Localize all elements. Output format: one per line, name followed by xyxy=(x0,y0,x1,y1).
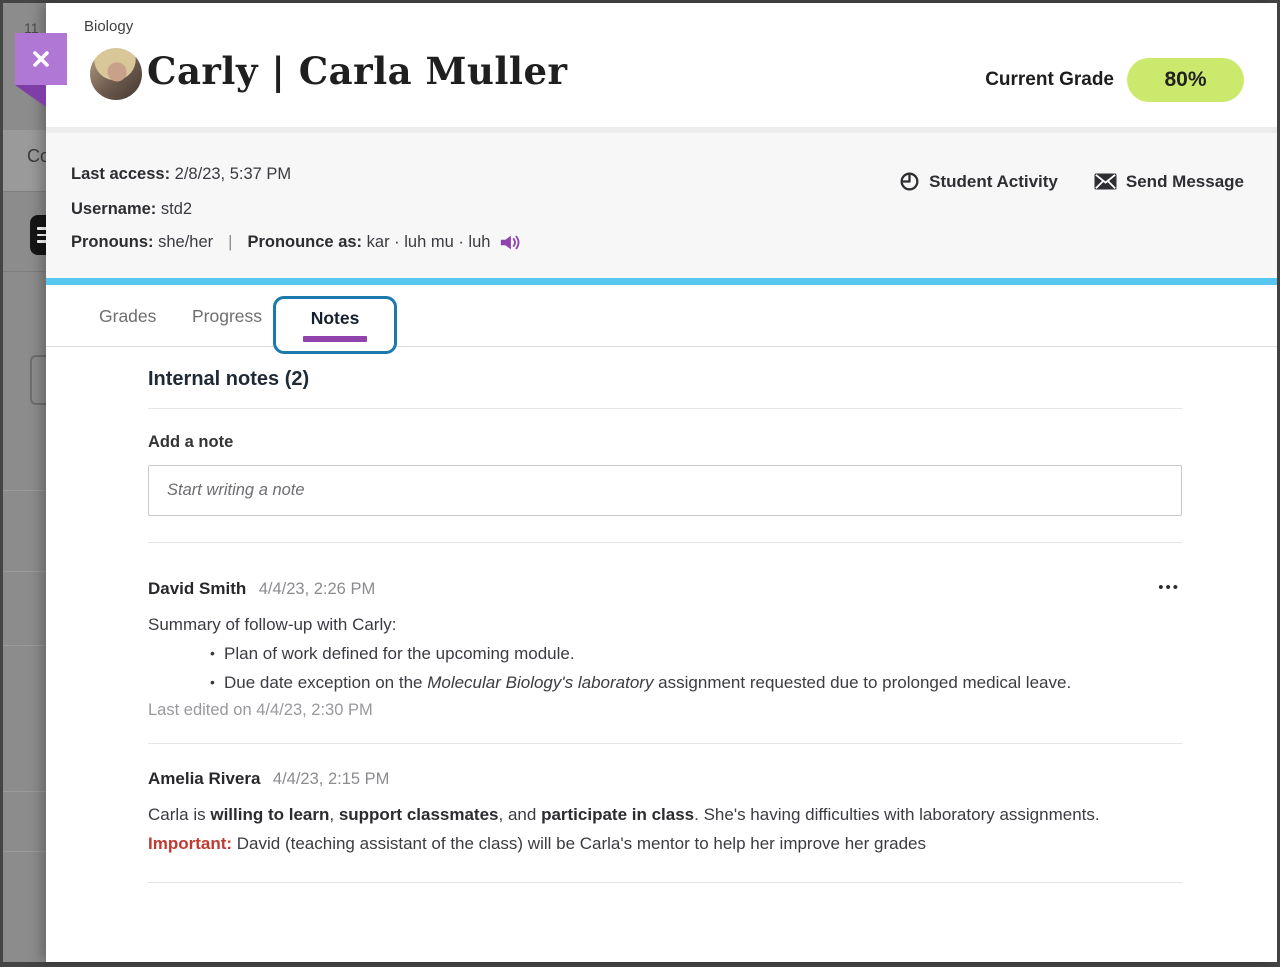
backdrop-row-line xyxy=(3,791,46,792)
backdrop-row-line xyxy=(3,490,46,491)
username-row: Username: std2 xyxy=(71,199,192,219)
add-note-label: Add a note xyxy=(148,433,234,451)
pronouns-separator: | xyxy=(228,233,233,251)
pronouns-label: Pronouns: xyxy=(71,233,154,251)
last-access-value: 2/8/23, 5:37 PM xyxy=(174,165,292,183)
divider xyxy=(148,882,1182,883)
tab-notes-label: Notes xyxy=(310,308,360,328)
tabs-bar: Grades Progress Notes xyxy=(46,285,1277,354)
username-value: std2 xyxy=(160,200,193,218)
send-message-button[interactable]: Send Message xyxy=(1094,171,1244,192)
note-body: Carla is willing to learn, support class… xyxy=(148,800,1182,858)
dimmed-underlying-page: 11 Co xyxy=(3,3,46,962)
divider xyxy=(148,743,1182,744)
student-activity-button[interactable]: Student Activity xyxy=(899,171,1058,192)
note-timestamp: 4/4/23, 2:15 PM xyxy=(272,770,390,788)
pronounce-label: Pronounce as: xyxy=(247,233,363,251)
note-paragraph: Important: David (teaching assistant of … xyxy=(148,834,927,853)
close-button[interactable] xyxy=(15,33,67,85)
course-name: Biology xyxy=(84,18,134,35)
backdrop-row-line xyxy=(3,851,46,852)
note-options-icon[interactable]: ••• xyxy=(1158,579,1180,596)
notes-panel: Internal notes (2) Add a note David Smit… xyxy=(46,347,1277,962)
panel-header: Biology Carly | Carla Muller Current Gra… xyxy=(46,3,1277,127)
student-avatar xyxy=(90,48,142,100)
pronouns-row: Pronouns: she/her | Pronounce as: kar · … xyxy=(71,232,521,252)
divider xyxy=(148,542,1182,543)
note-intro: Summary of follow-up with Carly: xyxy=(148,615,397,634)
note-paragraph: Carla is willing to learn, support class… xyxy=(148,805,1100,824)
envelope-icon xyxy=(1094,173,1117,190)
notes-section-title: Internal notes (2) xyxy=(148,368,310,390)
divider xyxy=(148,408,1182,409)
pronouns-value: she/her xyxy=(158,233,214,251)
send-message-label: Send Message xyxy=(1125,171,1244,191)
list-menu-icon xyxy=(30,215,46,255)
info-actions: Student Activity Send Message xyxy=(899,171,1244,192)
backdrop-row-line xyxy=(3,645,46,646)
active-tab-underline xyxy=(303,336,367,342)
note-item: Amelia Rivera 4/4/23, 2:15 PM Carla is w… xyxy=(148,769,1182,858)
backdrop-row-line xyxy=(3,571,46,572)
note-body: Summary of follow-up with Carly: Plan of… xyxy=(148,610,1182,697)
student-name-title: Carly | Carla Muller xyxy=(147,49,568,93)
italic-course-name: Molecular Biology's laboratory xyxy=(427,673,654,692)
student-info-section: Last access: 2/8/23, 5:37 PM Username: s… xyxy=(46,133,1277,278)
current-grade-label: Current Grade xyxy=(985,69,1114,90)
tab-progress[interactable]: Progress xyxy=(192,306,263,326)
important-label: Important: xyxy=(148,834,233,853)
student-overview-panel: Biology Carly | Carla Muller Current Gra… xyxy=(46,3,1277,962)
backdrop-partial-text: 11 xyxy=(24,20,39,36)
note-last-edited: Last edited on 4/4/23, 2:30 PM xyxy=(148,701,373,719)
speaker-icon[interactable] xyxy=(499,233,521,252)
note-header: David Smith 4/4/23, 2:26 PM ••• xyxy=(148,579,1182,599)
backdrop-divider xyxy=(3,271,46,272)
activity-clock-icon xyxy=(900,172,919,191)
note-bullet-list: Plan of work defined for the upcoming mo… xyxy=(148,639,1182,697)
last-access-label: Last access: xyxy=(71,165,171,183)
note-bullet: Plan of work defined for the upcoming mo… xyxy=(210,639,1182,668)
close-icon xyxy=(33,51,49,67)
note-author: Amelia Rivera xyxy=(148,769,261,788)
accent-bar xyxy=(46,278,1277,285)
last-access-row: Last access: 2/8/23, 5:37 PM xyxy=(71,164,291,184)
backdrop-header-band xyxy=(3,130,46,191)
pronounce-value: kar · luh mu · luh xyxy=(366,233,491,251)
note-author: David Smith xyxy=(148,579,247,598)
tab-notes[interactable]: Notes xyxy=(273,296,397,354)
note-item: David Smith 4/4/23, 2:26 PM ••• Summary … xyxy=(148,579,1182,721)
current-grade: Current Grade 80% xyxy=(985,58,1244,102)
backdrop-partial-label: Co xyxy=(27,146,46,166)
header-separator xyxy=(46,127,1277,133)
grade-pill[interactable]: 80% xyxy=(1127,58,1244,102)
note-timestamp: 4/4/23, 2:26 PM xyxy=(258,580,376,598)
backdrop-divider xyxy=(3,191,46,192)
tab-grades[interactable]: Grades xyxy=(99,306,157,326)
screenshot-frame: 11 Co Biology Carly | Carla Muller Curre… xyxy=(3,3,1277,962)
note-input[interactable] xyxy=(148,465,1182,516)
backdrop-partial-input xyxy=(30,355,46,405)
note-bullet: Due date exception on the Molecular Biol… xyxy=(210,668,1182,697)
note-header: Amelia Rivera 4/4/23, 2:15 PM xyxy=(148,769,1182,789)
student-activity-label: Student Activity xyxy=(929,171,1058,191)
username-label: Username: xyxy=(71,200,157,218)
